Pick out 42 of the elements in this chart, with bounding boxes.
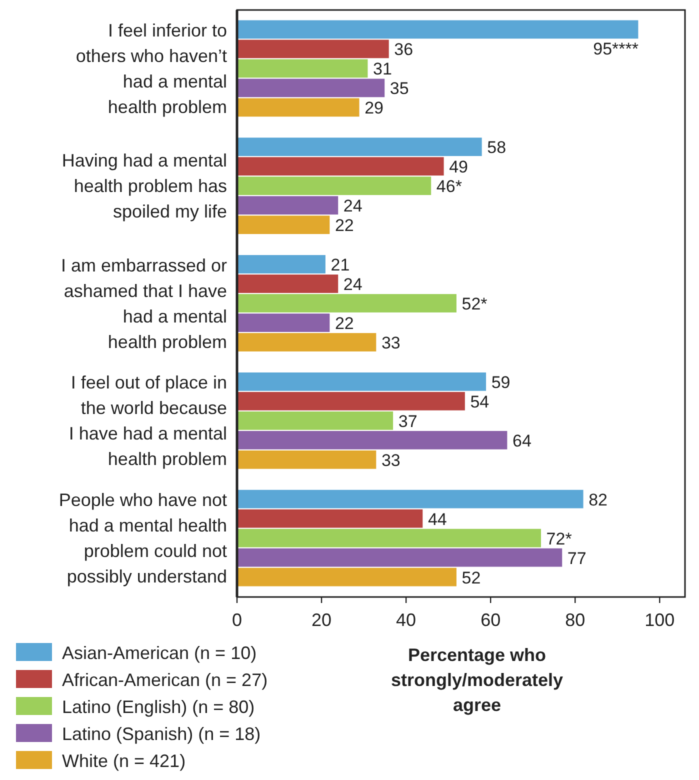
x-tick-label: 20 xyxy=(312,610,332,630)
x-tick-label: 40 xyxy=(396,610,416,630)
x-tick-label: 60 xyxy=(480,610,501,630)
data-label: 64 xyxy=(512,431,532,450)
x-tick-label: 100 xyxy=(644,610,675,630)
data-label: 82 xyxy=(588,490,608,510)
data-label: 36 xyxy=(394,40,414,60)
data-label: 37 xyxy=(398,412,418,431)
y-tick-label: I feel out of place in the world because I have had a mental health problem xyxy=(68,372,227,470)
data-label: 22 xyxy=(334,314,354,333)
legend-label: Asian-American (n = 10) xyxy=(62,643,257,663)
x-tick-label: 0 xyxy=(232,610,242,630)
data-label: 33 xyxy=(381,450,400,470)
data-label: 46* xyxy=(436,177,462,196)
data-label: 29 xyxy=(364,98,384,118)
data-label: 21 xyxy=(330,256,350,274)
data-label: 95**** xyxy=(593,39,639,58)
data-label: 52 xyxy=(462,568,481,588)
legend-label: Latino (Spanish) (n = 18) xyxy=(62,724,261,744)
data-label: 49 xyxy=(449,158,468,177)
data-label: 54 xyxy=(470,392,490,412)
data-label: 31 xyxy=(373,60,392,79)
legend-label: African-American (n = 27) xyxy=(62,670,268,690)
legend-label: White (n = 421) xyxy=(62,751,186,771)
y-tick-label: Having had a mental health problem has spoiled my life xyxy=(62,150,227,222)
legend-label: Latino (English) (n = 80) xyxy=(62,697,255,717)
data-label: 77 xyxy=(567,548,586,568)
y-tick-label: I am embarrassed or ashamed that I have had a mental health problem xyxy=(60,255,228,352)
y-tick-label: People who have not had a mental health problem could not possibly understand xyxy=(58,490,227,587)
data-label: 44 xyxy=(428,510,447,529)
data-label: 72* xyxy=(546,529,572,548)
data-label: 24 xyxy=(343,196,362,216)
data-label: 22 xyxy=(334,216,354,236)
data-label: 52* xyxy=(462,294,488,314)
data-label: 24 xyxy=(343,275,362,294)
x-axis-title: Percentage who strongly/moderately agree xyxy=(390,645,564,715)
y-tick-label: I feel inferior to others who haven’t had a mental health problem xyxy=(76,20,227,117)
data-label: 59 xyxy=(491,372,510,392)
data-label: 58 xyxy=(487,138,506,158)
data-label: 35 xyxy=(390,79,409,98)
x-tick-label: 80 xyxy=(565,610,586,630)
data-label: 33 xyxy=(381,334,400,352)
